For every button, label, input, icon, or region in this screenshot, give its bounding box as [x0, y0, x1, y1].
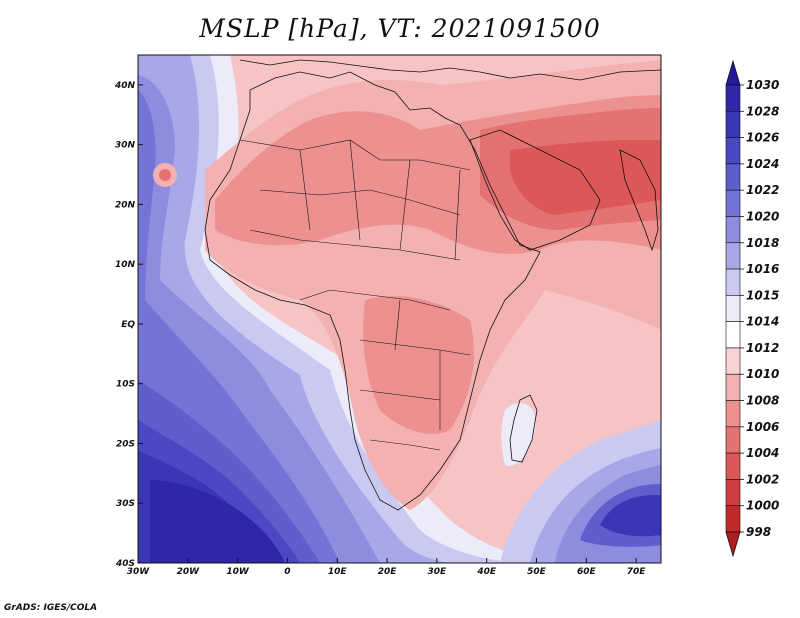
- colorbar-segment: [725, 84, 741, 112]
- colorbar-segment: [725, 373, 741, 401]
- europe-coastline: [239, 59, 661, 81]
- lon-tick-label: 70E: [627, 567, 647, 577]
- colorbar-segment: [725, 110, 741, 138]
- coastlines: [204, 59, 661, 511]
- colorbar-label: 1016: [746, 262, 779, 276]
- lon-tick-label: 20E: [378, 567, 398, 577]
- colorbar-label: 1026: [746, 131, 779, 145]
- colorbar-segment: [725, 216, 741, 244]
- colorbar-label: 1024: [746, 157, 779, 171]
- arabia-coastline: [469, 129, 601, 251]
- lat-tick-label: 20N: [115, 200, 136, 210]
- lat-tick-label: 10N: [115, 260, 136, 270]
- colorbar-label: 1022: [746, 183, 779, 197]
- colorbar-label: 998: [746, 525, 771, 539]
- lon-tick-label: 30W: [127, 567, 151, 577]
- colorbar-label: 1006: [746, 420, 779, 434]
- colorbar-label: 1012: [746, 341, 779, 355]
- colorbar-bottom-arrow: [725, 531, 741, 558]
- lat-tick-label: 10S: [116, 380, 135, 390]
- colorbar-segment: [725, 400, 741, 428]
- colorbar-segment: [725, 347, 741, 375]
- africa-coastline: [204, 71, 541, 511]
- lat-tick-label: 30S: [116, 499, 135, 509]
- lat-tick-label: 20S: [116, 439, 135, 449]
- lon-tick-label: 10E: [328, 567, 348, 577]
- colorbar-segment: [725, 426, 741, 454]
- field-land-central: [363, 296, 474, 434]
- pressure-field: [138, 55, 661, 563]
- colorbar-label: 1010: [746, 367, 779, 381]
- colorbar: 1030 1028 1026 1024 1022 1020 1018 1016 1015 1014…: [725, 59, 779, 558]
- india-coastline: [619, 149, 659, 252]
- colorbar-label: 1000: [746, 499, 779, 513]
- colorbar-label: 1020: [746, 209, 779, 223]
- colorbar-segment: [725, 268, 741, 296]
- colorbar-segment: [725, 242, 741, 270]
- field-band-1030: [150, 480, 285, 563]
- plot-frame: [137, 54, 662, 564]
- longitude-axis: 30W 20W 10W 0 10E 20E 30E 40E 50E 60E 70E: [127, 558, 647, 577]
- colorbar-segment: [725, 137, 741, 165]
- colorbar-segment: [725, 452, 741, 480]
- field-small-low-core: [159, 169, 171, 181]
- colorbar-label: 1030: [746, 78, 779, 92]
- colorbar-label: 1028: [746, 104, 779, 118]
- lat-tick-label: 30N: [115, 141, 136, 151]
- colorbar-label: 1008: [746, 394, 779, 408]
- colorbar-top-arrow: [725, 59, 741, 86]
- lat-tick-label: 40N: [114, 81, 136, 91]
- colorbar-label: 1004: [746, 446, 779, 460]
- colorbar-segment: [725, 321, 741, 349]
- lon-tick-label: 30E: [428, 567, 448, 577]
- colorbar-segment: [725, 505, 741, 533]
- lat-tick-label: 40S: [115, 559, 135, 569]
- colorbar-label: 1015: [746, 288, 779, 302]
- lon-tick-label: 20W: [177, 567, 201, 577]
- lon-tick-label: 50E: [527, 567, 547, 577]
- colorbar-segment: [725, 163, 741, 191]
- lon-tick-label: 0: [284, 567, 290, 577]
- colorbar-segment: [725, 189, 741, 217]
- credit-text: GrADS: IGES/COLA: [4, 603, 98, 613]
- lon-tick-label: 60E: [577, 567, 597, 577]
- lat-tick-label: EQ: [121, 320, 135, 330]
- colorbar-segment: [725, 479, 741, 507]
- chart-title: MSLP [hPa], VT: 2021091500: [199, 14, 601, 43]
- field-band-indian-1026: [600, 495, 661, 537]
- lon-tick-label: 40E: [476, 567, 497, 577]
- colorbar-label: 1014: [746, 315, 779, 329]
- latitude-axis: 40N 30N 20N 10N EQ 10S 20S 30S 40S: [114, 81, 143, 569]
- country-borders: [239, 139, 471, 451]
- colorbar-label: 1002: [746, 472, 779, 486]
- madagascar-coastline: [509, 394, 538, 463]
- colorbar-label: 1018: [746, 236, 779, 250]
- field-land-1004: [510, 140, 661, 215]
- lon-tick-label: 10W: [226, 567, 250, 577]
- colorbar-segment: [725, 295, 741, 322]
